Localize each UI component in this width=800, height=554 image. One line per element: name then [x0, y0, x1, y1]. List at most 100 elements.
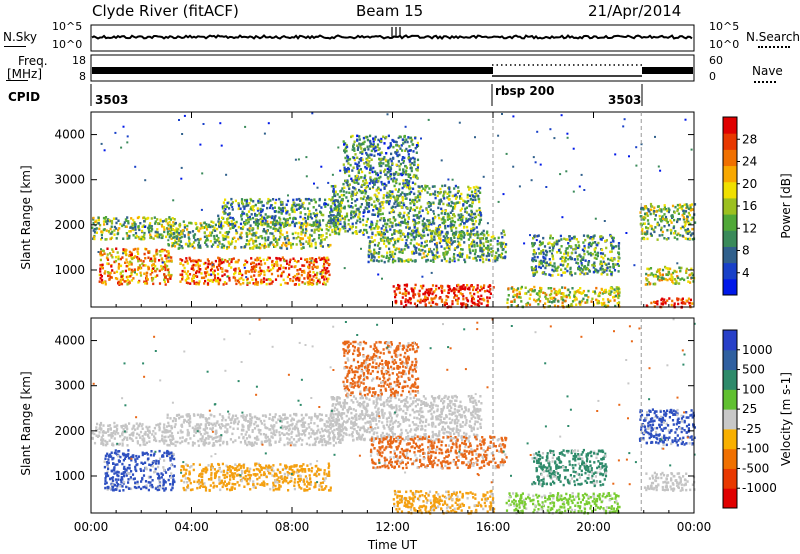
data-pixel [682, 226, 686, 229]
data-pixel [472, 257, 475, 260]
data-pixel [412, 296, 415, 299]
data-pixel [548, 300, 551, 303]
data-pixel [594, 292, 597, 295]
data-pixel [369, 164, 372, 168]
data-pixel [230, 197, 233, 201]
data-pixel [653, 210, 656, 213]
data-pixel [109, 232, 112, 235]
data-pixel [188, 221, 191, 225]
data-pixel [333, 226, 336, 229]
data-pixel [386, 236, 389, 240]
noise-pixel [126, 141, 129, 144]
data-pixel [571, 300, 575, 303]
data-pixel [593, 250, 597, 253]
data-pixel [344, 226, 347, 230]
data-pixel [476, 287, 479, 290]
data-pixel [520, 285, 523, 289]
noise-pixel [391, 205, 394, 208]
data-pixel [398, 291, 401, 294]
data-pixel [123, 280, 126, 283]
data-pixel [271, 207, 274, 210]
data-pixel [470, 213, 473, 216]
data-pixel [217, 256, 220, 260]
data-pixel [115, 221, 118, 225]
data-pixel [139, 259, 143, 262]
data-pixel [577, 266, 580, 270]
data-pixel [478, 301, 481, 304]
data-pixel [420, 241, 423, 245]
data-pixel [438, 237, 441, 240]
data-pixel [660, 298, 663, 302]
noise-pixel [504, 243, 507, 246]
data-pixel [446, 243, 449, 247]
noise-pixel [633, 264, 636, 267]
data-pixel [318, 224, 321, 227]
data-pixel [227, 245, 230, 249]
data-pixel [250, 275, 253, 278]
data-pixel [301, 237, 304, 240]
data-pixel [247, 204, 250, 207]
data-pixel [437, 231, 440, 234]
data-pixel [414, 229, 417, 232]
data-pixel [391, 250, 394, 254]
data-pixel [433, 290, 436, 293]
data-pixel [388, 247, 391, 251]
data-pixel [414, 198, 417, 202]
data-pixel [289, 258, 292, 262]
data-pixel [553, 265, 556, 268]
data-pixel [395, 152, 398, 155]
data-pixel [256, 283, 259, 286]
data-pixel [313, 228, 316, 232]
data-pixel [341, 198, 344, 201]
data-pixel [298, 283, 301, 286]
data-pixel [269, 221, 272, 224]
data-pixel [129, 260, 132, 264]
data-pixel [108, 274, 111, 277]
data-pixel [330, 218, 334, 221]
data-pixel [423, 255, 426, 259]
data-pixel [405, 185, 408, 189]
data-pixel [338, 212, 341, 216]
data-pixel [100, 275, 103, 278]
noise-pixel [474, 136, 476, 139]
data-pixel [387, 162, 390, 165]
data-pixel [457, 283, 460, 287]
noise-pixel [659, 169, 662, 172]
data-pixel [391, 221, 394, 225]
data-pixel [125, 258, 128, 261]
data-pixel [150, 225, 153, 228]
data-pixel [246, 281, 249, 285]
data-pixel [255, 236, 258, 239]
data-pixel [382, 194, 385, 197]
data-pixel [423, 245, 426, 248]
data-pixel [403, 211, 406, 215]
data-pixel [226, 260, 229, 263]
data-pixel [496, 256, 499, 259]
data-pixel [591, 264, 594, 267]
data-pixel [257, 258, 260, 262]
data-pixel [555, 290, 558, 294]
data-pixel [319, 258, 322, 261]
data-pixel [302, 201, 305, 205]
data-pixel [399, 231, 402, 235]
data-pixel [267, 245, 270, 248]
data-pixel [215, 234, 218, 237]
data-pixel [464, 207, 467, 211]
data-pixel [176, 242, 179, 246]
data-pixel [332, 199, 335, 202]
data-pixel [381, 239, 384, 242]
data-pixel [389, 196, 392, 200]
data-pixel [608, 269, 611, 272]
data-pixel [449, 211, 452, 214]
data-pixel [457, 218, 460, 222]
data-pixel [98, 280, 101, 283]
data-pixel [185, 281, 188, 284]
data-pixel [587, 263, 590, 267]
data-pixel [435, 284, 438, 288]
data-pixel [426, 191, 429, 194]
data-pixel [642, 208, 645, 211]
data-pixel [407, 260, 410, 263]
data-pixel [304, 228, 308, 231]
data-pixel [590, 300, 593, 303]
data-pixel [190, 259, 193, 263]
